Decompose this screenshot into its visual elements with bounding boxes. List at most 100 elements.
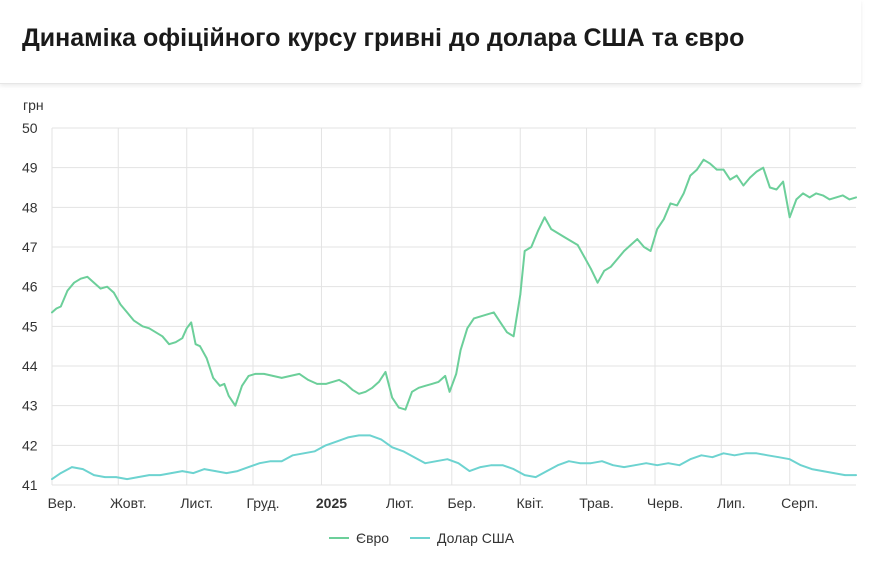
data-point — [446, 458, 449, 461]
header: Динаміка офіційного курсу гривні до дола… — [0, 0, 861, 84]
data-point — [590, 462, 592, 465]
data-point — [185, 327, 188, 330]
data-point — [351, 389, 354, 391]
data-point — [729, 178, 731, 181]
data-point — [629, 244, 632, 246]
data-point — [99, 287, 102, 290]
data-point — [104, 476, 106, 478]
data-point — [347, 436, 349, 439]
data-point — [402, 450, 405, 453]
data-point — [669, 202, 672, 205]
data-point — [424, 462, 427, 465]
data-point — [530, 246, 533, 248]
data-point — [623, 250, 625, 252]
y-tick-label: 41 — [22, 477, 38, 493]
data-point — [711, 456, 714, 459]
data-point — [435, 460, 438, 463]
x-tick-label: Квіт. — [517, 495, 544, 511]
x-tick-label: Груд. — [246, 495, 279, 511]
data-point — [444, 375, 447, 377]
data-point — [800, 464, 802, 467]
data-point — [841, 194, 844, 197]
data-point — [755, 452, 758, 455]
chart-axes: грн 50 49 48 47 46 45 44 43 42 41 Вер. Жовт. Лист. Гр… — [22, 97, 818, 511]
legend-item-1[interactable]: Долар США — [410, 530, 515, 546]
data-point — [161, 335, 164, 338]
data-point — [601, 460, 603, 463]
data-point — [325, 444, 327, 447]
data-point — [126, 478, 128, 480]
data-point — [234, 404, 237, 407]
data-point — [82, 468, 84, 470]
data-point — [490, 464, 493, 467]
data-point — [612, 464, 614, 467]
data-point — [702, 158, 705, 161]
data-point — [190, 321, 192, 324]
data-point — [537, 230, 539, 232]
data-point — [550, 228, 552, 230]
data-point — [307, 379, 310, 381]
data-point — [501, 464, 504, 467]
data-point — [205, 357, 208, 359]
data-point — [106, 285, 108, 288]
data-point — [769, 186, 771, 189]
x-tick-label: Лип. — [717, 495, 745, 511]
data-point — [455, 373, 458, 375]
data-point — [811, 468, 813, 470]
data-point — [345, 383, 347, 385]
data-point — [636, 238, 639, 240]
data-point — [459, 349, 462, 351]
data-point — [676, 204, 678, 207]
data-point — [844, 474, 846, 476]
data-point — [380, 438, 382, 441]
data-point — [479, 466, 482, 468]
y-tick-label: 46 — [22, 279, 38, 295]
x-tick-label: Вер. — [48, 495, 77, 511]
data-point — [371, 387, 374, 389]
data-point — [269, 460, 272, 463]
data-point — [358, 393, 360, 395]
data-point — [303, 452, 305, 455]
data-point — [168, 343, 170, 345]
data-point — [700, 454, 703, 457]
data-point — [643, 246, 645, 248]
data-point — [623, 466, 625, 468]
data-point — [855, 196, 857, 199]
data-point — [214, 470, 217, 472]
data-point — [223, 383, 226, 385]
data-point — [51, 311, 53, 314]
data-point — [174, 341, 177, 343]
data-point — [404, 408, 407, 411]
y-tick-label: 49 — [22, 160, 38, 176]
data-point — [543, 216, 546, 219]
data-point — [788, 216, 791, 219]
chart-legend[interactable]: Євро Долар США — [329, 530, 515, 546]
data-point — [384, 371, 387, 373]
data-point — [325, 383, 327, 385]
data-point — [519, 293, 522, 296]
data-point — [254, 373, 256, 375]
page-title: Динаміка офіційного курсу гривні до дола… — [22, 24, 745, 52]
data-point — [199, 345, 201, 347]
data-point — [788, 458, 791, 461]
data-point — [722, 452, 725, 455]
y-tick-label: 47 — [22, 239, 38, 255]
data-point — [413, 456, 416, 459]
data-point — [51, 478, 53, 480]
line-chart: грн 50 49 48 47 46 45 44 43 42 41 Вер. Жовт. Лист. Гр… — [22, 97, 857, 546]
data-point — [378, 381, 380, 383]
data-point — [148, 327, 150, 330]
legend-item-0[interactable]: Євро — [329, 530, 389, 546]
data-point — [822, 470, 824, 472]
data-point — [194, 343, 197, 345]
data-point — [417, 387, 420, 389]
x-tick-label: Бер. — [447, 495, 476, 511]
data-point — [212, 377, 214, 379]
data-point — [181, 470, 184, 472]
data-point — [73, 281, 75, 284]
data-point — [486, 313, 488, 316]
data-point — [71, 466, 73, 468]
data-point — [649, 250, 652, 252]
data-point — [66, 289, 69, 292]
data-point — [247, 466, 250, 468]
